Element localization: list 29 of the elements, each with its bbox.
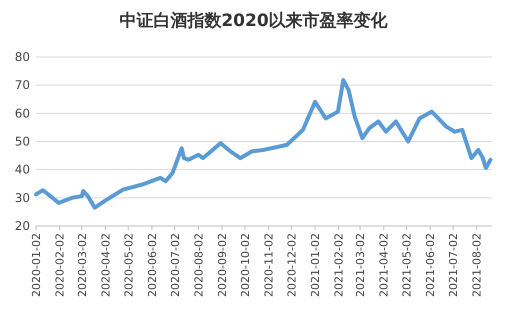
x-tick-label: 2021-01-02: [309, 233, 322, 297]
x-tick-label: 2020-07-02: [168, 233, 182, 297]
x-tick-label: 2020-04-02: [99, 233, 112, 297]
x-tick-label: 2020-03-02: [76, 233, 89, 297]
x-tick-label: 2020-08-02: [192, 233, 206, 297]
x-tick-label: 2021-02-02: [332, 233, 346, 297]
line-series: [34, 78, 492, 210]
x-tick-label: 2020-09-02: [216, 233, 230, 297]
x-tick-label: 2021-08-02: [470, 233, 484, 297]
y-tick-label: 20: [14, 219, 30, 233]
chart-title: 中证白酒指数2020以来市盈率变化: [119, 11, 389, 31]
x-tick-label: 2020-11-02: [262, 233, 276, 297]
y-tick-label: 60: [14, 106, 30, 120]
x-tick-label: 2020-10-02: [238, 233, 252, 297]
x-tick-label: 2021-03-02: [354, 233, 368, 297]
x-tick-label: 2021-07-02: [447, 233, 460, 297]
x-tick-label: 2021-05-02: [400, 233, 414, 297]
x-tick-label: 2020-01-02: [30, 233, 43, 297]
y-tick-label: 80: [14, 50, 30, 64]
y-tick-label: 50: [14, 134, 30, 148]
x-tick-label: 2021-06-02: [424, 233, 438, 297]
x-tick-label: 2020-12-02: [285, 233, 298, 297]
x-tick-label: 2020-05-02: [122, 233, 136, 297]
x-tick-label: 2020-02-02: [54, 233, 67, 297]
x-tick-label: 2020-06-02: [146, 233, 159, 297]
y-tick-label: 70: [14, 78, 30, 92]
y-tick-label: 30: [14, 190, 30, 205]
x-tick-label: 2021-04-02: [378, 233, 391, 297]
y-tick-label: 40: [14, 162, 30, 177]
